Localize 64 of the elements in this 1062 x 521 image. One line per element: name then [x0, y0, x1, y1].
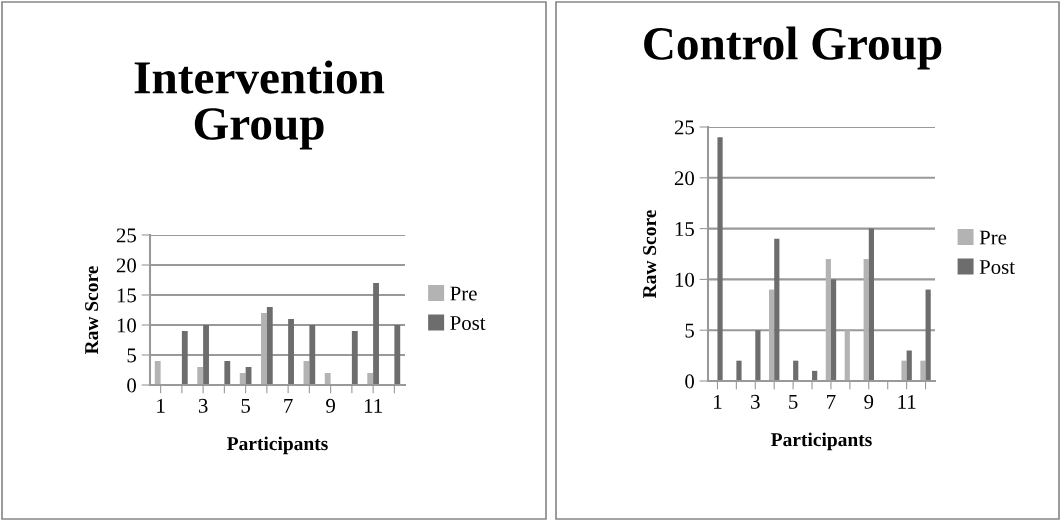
- y-tick-label: 0: [685, 374, 695, 389]
- bar: [288, 319, 294, 385]
- chart-title: Control Group: [644, 26, 942, 70]
- y-tick-label: 15: [675, 222, 694, 237]
- y-tick-label: 10: [675, 272, 695, 287]
- bar: [351, 331, 358, 385]
- x-tick-label: 1: [157, 398, 165, 413]
- bar: [154, 361, 161, 385]
- bar: [373, 283, 379, 385]
- x-tick-label: 3: [198, 398, 208, 413]
- bar: [825, 259, 831, 381]
- x-tick-label: 9: [326, 398, 335, 413]
- bar: [203, 325, 209, 385]
- chart-title: Intervention Group: [134, 60, 385, 150]
- bar: [901, 360, 907, 381]
- bar: [863, 259, 869, 381]
- legend-label: Post: [979, 260, 1015, 274]
- x-tick-label: 5: [241, 399, 251, 413]
- bar: [755, 330, 761, 381]
- bar: [394, 325, 401, 385]
- x-tick-label: 9: [864, 394, 874, 409]
- x-tick-label: 11: [364, 398, 382, 413]
- y-tick-label: 5: [127, 348, 136, 363]
- bar: [844, 330, 850, 381]
- bar: [717, 137, 723, 381]
- y-tick-label: 20: [116, 258, 137, 273]
- y-axis-title: Raw Score: [643, 210, 657, 299]
- bar: [197, 367, 204, 385]
- y-tick-label: 5: [685, 323, 694, 338]
- bar: [830, 279, 837, 381]
- bar: [868, 228, 874, 381]
- x-tick-label: 11: [898, 394, 916, 409]
- bar: [769, 289, 775, 381]
- bar: [920, 360, 926, 381]
- x-tick-label: 7: [284, 399, 293, 413]
- bar: [367, 373, 374, 385]
- bar: [736, 360, 742, 381]
- x-axis-title: Participants: [227, 436, 328, 455]
- bar: [774, 238, 780, 381]
- y-tick-label: 15: [117, 288, 136, 303]
- x-tick-label: 7: [827, 395, 836, 409]
- y-tick-label: 25: [116, 228, 136, 243]
- y-tick-label: 25: [674, 120, 694, 135]
- bar: [793, 360, 799, 381]
- bar: [239, 373, 246, 385]
- legend-label: Pre: [979, 230, 1007, 245]
- x-axis-title: Participants: [771, 432, 872, 451]
- bar: [906, 350, 912, 381]
- bar: [925, 289, 931, 381]
- x-tick-label: 3: [751, 394, 760, 409]
- y-tick-label: 0: [127, 378, 137, 393]
- legend-label: Pre: [450, 286, 477, 301]
- bar: [324, 373, 331, 385]
- legend-label: Post: [450, 316, 486, 330]
- bar: [261, 313, 267, 385]
- bar: [181, 331, 188, 385]
- x-tick-label: 5: [789, 395, 798, 409]
- bar: [224, 361, 231, 385]
- y-tick-label: 20: [674, 171, 695, 186]
- x-tick-label: 1: [714, 394, 722, 409]
- bar: [309, 325, 316, 385]
- y-axis-title: Raw Score: [85, 266, 99, 355]
- y-tick-label: 10: [117, 318, 137, 333]
- bar: [266, 307, 273, 385]
